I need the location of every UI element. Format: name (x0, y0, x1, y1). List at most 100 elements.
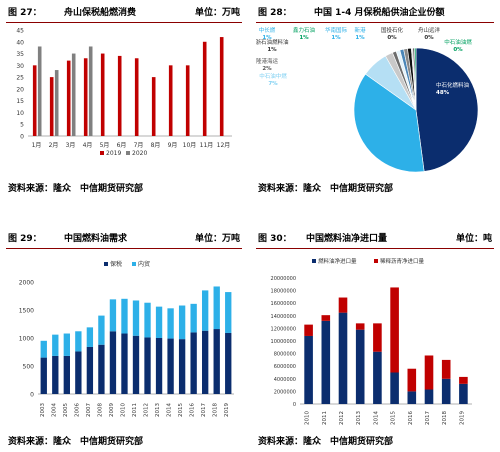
bar (71, 53, 76, 136)
bar (355, 329, 365, 404)
x-tick-label: 2006 (74, 403, 80, 417)
legend-label: 保税 (110, 260, 122, 268)
fig28-chart: 中石化燃料油48%中船燃37%中石油中燃7%隆港海运2%浙石油燃料油1%中长燃1… (256, 26, 479, 173)
y-tick-label: 0 (30, 392, 34, 399)
bar (185, 65, 190, 136)
x-tick-label: 2008 (97, 403, 103, 417)
pie-label: 新港 (354, 26, 366, 34)
pie-slice (414, 47, 417, 111)
x-tick-label: 12月 (217, 142, 231, 149)
bar (202, 41, 207, 136)
legend-label: 2020 (132, 150, 147, 157)
bar (407, 368, 417, 392)
bar (321, 315, 331, 321)
pie-slice (415, 47, 479, 172)
y-tick-label: 30 (16, 63, 24, 70)
pie-value-label: 0% (387, 35, 397, 41)
y-tick-label: 20 (16, 86, 24, 93)
bar (225, 292, 232, 333)
bar (132, 335, 140, 394)
x-tick-label: 2012 (339, 411, 345, 425)
legend-swatch (126, 151, 130, 155)
x-tick-label: 5月 (100, 142, 110, 149)
pie-value-label: 1% (331, 35, 341, 41)
x-tick-label: 2013 (155, 403, 161, 417)
y-tick-label: 2000000 (274, 389, 296, 395)
pie-label: 中石油油燃 (444, 38, 472, 46)
x-tick-label: 2月 (49, 142, 59, 149)
bar (190, 332, 197, 394)
bar (178, 339, 186, 394)
bar (373, 351, 382, 404)
pie-label: 中长燃 (259, 26, 276, 34)
bar (373, 323, 382, 352)
bar (151, 77, 156, 136)
fig28-source: 资料来源：隆众 中信期货研究部 (258, 184, 394, 194)
pie-value-label: 0% (424, 35, 434, 41)
pie-label: 浙石油燃料油 (256, 38, 289, 46)
x-tick-label: 10月 (183, 142, 197, 149)
y-tick-label: 14000000 (271, 314, 296, 320)
bar (132, 300, 140, 336)
bar (121, 333, 128, 394)
bar (321, 320, 331, 404)
bar (86, 327, 94, 347)
x-tick-label: 2017 (201, 403, 207, 417)
legend-swatch (100, 151, 104, 155)
fig30-label: 图 30： (258, 234, 292, 244)
fig30-chart: 0 2000000 4000000 6000000 8000000 10000000 120… (271, 257, 472, 425)
bar (49, 77, 54, 136)
fig29-header: 图 29： 中国燃料油需求 单位：万吨 (6, 228, 242, 249)
fig29-label: 图 29： (8, 234, 42, 244)
x-tick-label: 2018 (442, 411, 448, 425)
x-tick-label: 9月 (168, 142, 178, 149)
bar (32, 65, 37, 136)
fig29-unit: 单位：万吨 (194, 234, 240, 244)
y-tick-label: 18000000 (271, 289, 296, 295)
bar (424, 355, 434, 390)
x-tick-label: 2010 (120, 403, 126, 417)
bar (63, 355, 70, 394)
y-tick-label: 5 (20, 122, 24, 129)
bar (54, 70, 59, 136)
x-tick-label: 2012 (144, 403, 150, 417)
x-tick-label: 2003 (40, 403, 46, 417)
x-tick-label: 2005 (63, 403, 69, 417)
bar (213, 286, 220, 330)
bar (109, 331, 117, 394)
legend-swatch (374, 259, 378, 263)
bar (52, 355, 59, 394)
bar (459, 376, 468, 384)
bar (121, 298, 128, 334)
bar (37, 46, 42, 136)
y-tick-label: 10 (16, 110, 24, 117)
fig27-header: 图 27： 舟山保税船燃消费 单位：万吨 (6, 2, 242, 23)
pie-value-label: 48% (436, 90, 450, 96)
y-tick-label: 20000000 (271, 276, 296, 282)
x-tick-label: 2013 (356, 411, 362, 425)
bar (441, 359, 451, 379)
bar (219, 37, 224, 136)
x-tick-label: 7月 (134, 142, 144, 149)
fig29-source: 资料来源：隆众 中信期货研究部 (8, 437, 144, 447)
bar (117, 55, 122, 136)
bar (390, 372, 399, 404)
pie-value-label: 0% (453, 47, 463, 53)
bar (190, 303, 197, 333)
pie-label: 中船燃 (310, 131, 327, 139)
x-tick-label: 2018 (213, 403, 219, 417)
y-tick-label: 8000000 (274, 352, 296, 358)
x-tick-label: 2011 (132, 403, 138, 417)
pie-label: 舟山远洋 (418, 26, 441, 34)
bar (75, 331, 82, 352)
fig28-title: 中国 1-4 月保税船供油企业份额 (314, 8, 445, 18)
y-tick-label: 45 (16, 28, 24, 35)
fig30-title: 中国燃料油净进口量 (306, 234, 388, 244)
bar (98, 315, 105, 345)
pie-label: 中石化燃料油 (436, 81, 470, 89)
x-tick-label: 2015 (391, 411, 397, 425)
y-tick-label: 500 (23, 364, 35, 371)
pie-value-label: 1% (267, 47, 277, 53)
x-tick-label: 2011 (322, 411, 328, 425)
